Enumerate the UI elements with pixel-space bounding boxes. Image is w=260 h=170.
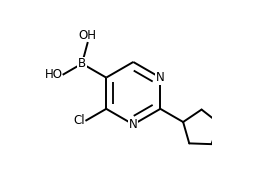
Text: B: B xyxy=(78,57,86,70)
Text: N: N xyxy=(129,118,138,131)
Text: N: N xyxy=(156,71,165,84)
Text: HO: HO xyxy=(45,68,63,81)
Text: Cl: Cl xyxy=(74,114,86,127)
Text: OH: OH xyxy=(79,29,96,42)
